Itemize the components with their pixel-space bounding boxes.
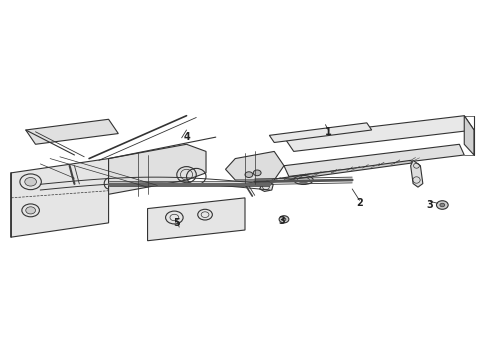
Text: 1: 1: [324, 127, 331, 137]
Circle shape: [440, 203, 445, 207]
Polygon shape: [225, 152, 284, 180]
Text: 3: 3: [278, 216, 285, 226]
Circle shape: [25, 177, 36, 186]
Polygon shape: [267, 160, 413, 183]
Polygon shape: [270, 123, 372, 143]
Polygon shape: [284, 144, 464, 176]
Text: 3: 3: [427, 200, 434, 210]
Polygon shape: [411, 160, 423, 187]
Text: 4: 4: [183, 132, 190, 142]
Circle shape: [26, 207, 35, 214]
Circle shape: [437, 201, 448, 209]
Circle shape: [253, 170, 261, 176]
Polygon shape: [26, 119, 118, 144]
Polygon shape: [260, 181, 273, 192]
Circle shape: [279, 216, 289, 223]
Text: 2: 2: [356, 198, 363, 208]
Polygon shape: [464, 116, 474, 155]
Polygon shape: [109, 144, 206, 194]
Polygon shape: [147, 198, 245, 241]
Polygon shape: [284, 116, 474, 152]
Polygon shape: [11, 158, 109, 237]
Circle shape: [282, 218, 286, 221]
Circle shape: [245, 172, 253, 177]
Text: 5: 5: [173, 218, 180, 228]
